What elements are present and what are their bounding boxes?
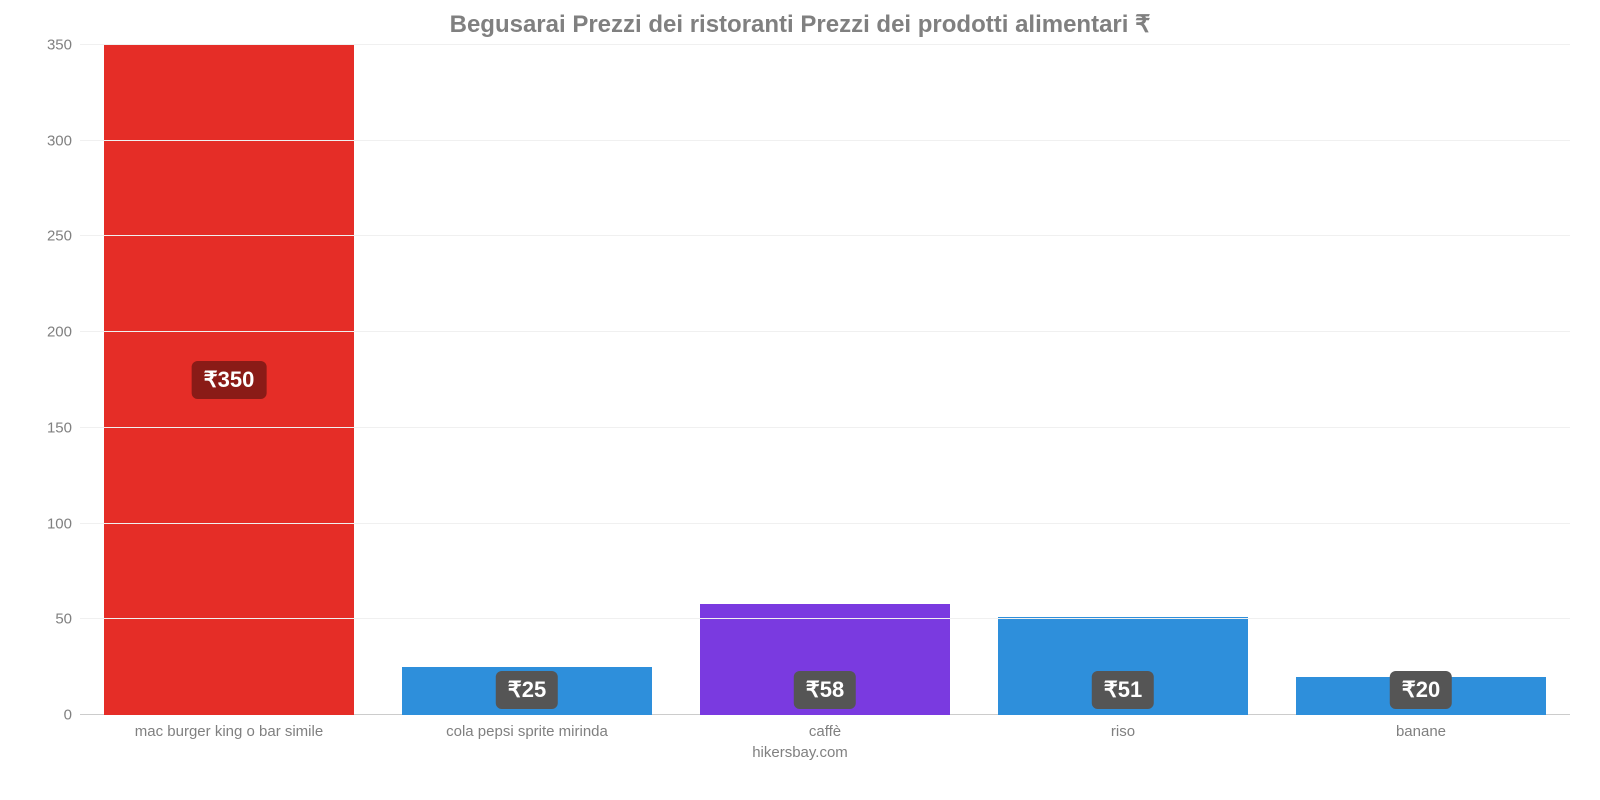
price-chart: Begusarai Prezzi dei ristoranti Prezzi d… (0, 0, 1600, 800)
plot-row: 050100150200250300350 ₹350₹25₹58₹51₹20 (30, 45, 1570, 715)
y-tick-label: 250 (27, 228, 72, 245)
bar-slot: ₹58 (676, 45, 974, 715)
bar: ₹20 (1296, 677, 1546, 715)
x-axis-label: cola pepsi sprite mirinda (378, 723, 676, 740)
chart-credit: hikersbay.com (30, 744, 1570, 761)
bar: ₹58 (700, 604, 950, 715)
value-label: ₹58 (794, 671, 856, 709)
grid-line (80, 618, 1570, 619)
value-label: ₹25 (496, 671, 558, 709)
bars-container: ₹350 ₹25 ₹58 ₹51 ₹20 (80, 45, 1570, 715)
y-tick-label: 100 (27, 515, 72, 532)
bar: ₹51 (998, 617, 1248, 715)
chart-title: Begusarai Prezzi dei ristoranti Prezzi d… (30, 10, 1570, 39)
bar-slot: ₹51 (974, 45, 1272, 715)
bar-slot: ₹350 (80, 45, 378, 715)
bar: ₹350 (104, 45, 354, 715)
y-tick-label: 0 (27, 707, 72, 724)
bar-slot: ₹20 (1272, 45, 1570, 715)
y-tick-label: 200 (27, 324, 72, 341)
grid-line (80, 427, 1570, 428)
x-axis-label: mac burger king o bar simile (80, 723, 378, 740)
grid-line (80, 523, 1570, 524)
x-axis-label: riso (974, 723, 1272, 740)
x-axis-label: banane (1272, 723, 1570, 740)
x-axis-label: caffè (676, 723, 974, 740)
value-label: ₹51 (1092, 671, 1154, 709)
y-tick-label: 300 (27, 132, 72, 149)
grid-line (80, 235, 1570, 236)
y-tick-label: 150 (27, 419, 72, 436)
y-tick-label: 350 (27, 37, 72, 54)
value-label: ₹20 (1390, 671, 1452, 709)
grid-line (80, 140, 1570, 141)
grid-line (80, 44, 1570, 45)
bar: ₹25 (402, 667, 652, 715)
plot-area: ₹350 ₹25 ₹58 ₹51 ₹20 (80, 45, 1570, 715)
value-label: ₹350 (192, 361, 267, 399)
y-tick-label: 50 (27, 611, 72, 628)
x-axis: mac burger king o bar similecola pepsi s… (80, 723, 1570, 740)
bar-slot: ₹25 (378, 45, 676, 715)
grid-line (80, 331, 1570, 332)
y-axis: 050100150200250300350 (30, 45, 80, 715)
